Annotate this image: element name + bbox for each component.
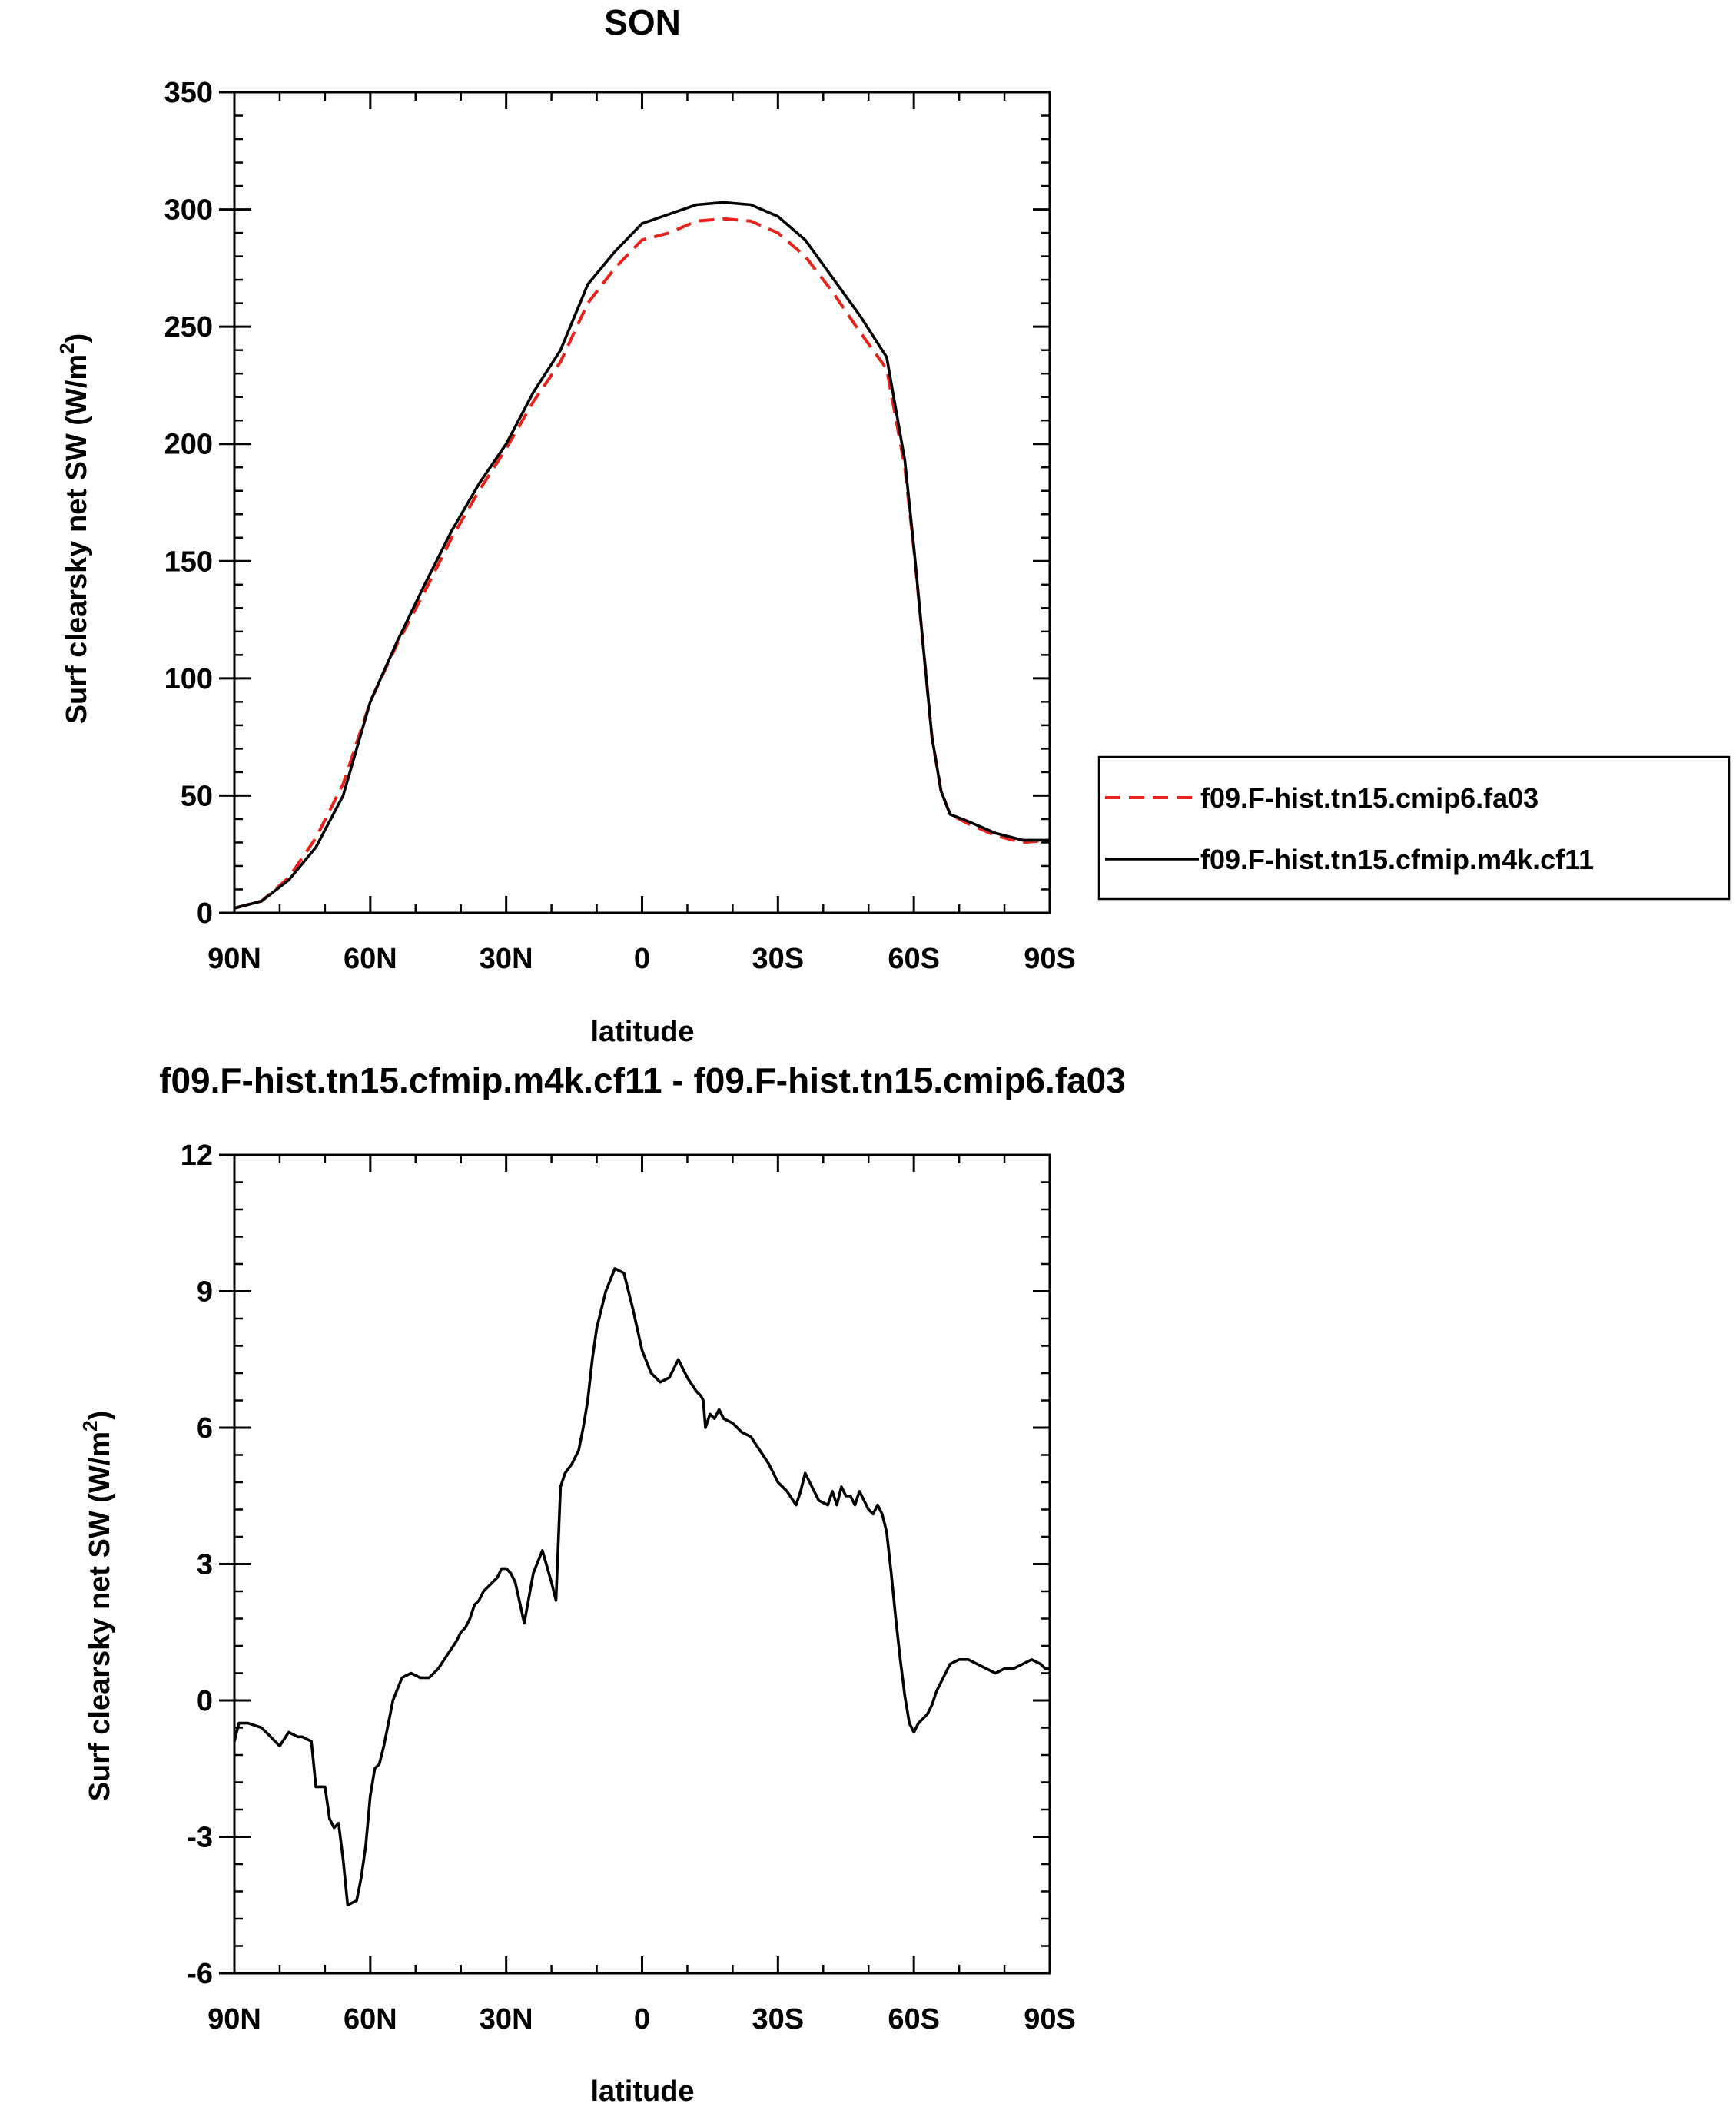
bottom-series-line-0 xyxy=(233,1267,1050,1907)
top-x-axis-label: latitude xyxy=(590,1016,694,1048)
top-y-tick-label: 350 xyxy=(164,77,213,109)
bottom-x-tick-label: 90N xyxy=(207,2003,261,2035)
bottom-y-tick-label: 12 xyxy=(181,1140,213,1172)
top-series-line-1 xyxy=(234,201,1050,910)
bottom-chart-title: f09.F-hist.tn15.cfmip.m4k.cf11 - f09.F-h… xyxy=(159,1060,1126,1100)
top-x-tick-label: 30N xyxy=(480,943,533,975)
legend: f09.F-hist.tn15.cmip6.fa03 f09.F-hist.tn… xyxy=(1097,755,1731,901)
legend-label-cmip6: f09.F-hist.tn15.cmip6.fa03 xyxy=(1200,782,1539,814)
top-y-tick-label: 200 xyxy=(164,429,213,461)
bottom-y-tick-label: 0 xyxy=(197,1685,213,1717)
top-series-group xyxy=(234,201,1051,910)
bottom-y-axis-label: Surf clearsky net SW (W/m2) xyxy=(78,1411,116,1802)
top-x-tick-label: 90S xyxy=(1024,943,1076,975)
bottom-x-tick-label: 0 xyxy=(634,2003,650,2035)
top-plot-frame xyxy=(233,91,1051,914)
legend-box xyxy=(1097,755,1731,901)
top-plot-panel: SON 90N 60N 30N 0 30S 60S 90S 0 50 100 150 200 250 30… xyxy=(55,2,1076,1048)
top-x-tick-label: 0 xyxy=(634,943,650,975)
bottom-x-tick-label: 30N xyxy=(480,2003,533,2035)
bottom-y-tick-label: -3 xyxy=(187,1822,213,1854)
bottom-plot-frame xyxy=(233,1153,1051,1975)
top-x-tick-label: 60N xyxy=(344,943,397,975)
bottom-series-group xyxy=(233,1267,1050,1907)
bottom-x-tick-label: 60N xyxy=(344,2003,397,2035)
bottom-plot-panel: f09.F-hist.tn15.cfmip.m4k.cf11 - f09.F-h… xyxy=(78,1060,1126,2108)
top-y-tick-label: 250 xyxy=(164,311,213,343)
top-y-tick-label: 150 xyxy=(164,546,213,578)
top-x-tick-label: 30S xyxy=(752,943,805,975)
bottom-x-tick-label: 90S xyxy=(1024,2003,1076,2035)
bottom-y-tick-label: 9 xyxy=(197,1276,213,1309)
top-y-tick-label: 0 xyxy=(197,897,213,930)
bottom-x-axis-label: latitude xyxy=(590,2075,694,2108)
top-x-tick-label: 60S xyxy=(888,943,940,975)
bottom-y-tick-label: -6 xyxy=(187,1958,213,1990)
top-y-tick-label: 50 xyxy=(181,780,213,812)
top-y-axis-label: Surf clearsky net SW (W/m2) xyxy=(55,333,93,725)
top-x-tick-label: 90N xyxy=(207,943,261,975)
top-series-line-0 xyxy=(234,217,1051,910)
top-y-tick-label: 100 xyxy=(164,663,213,695)
bottom-x-tick-label: 60S xyxy=(888,2003,940,2035)
top-y-tick-label: 300 xyxy=(164,194,213,227)
legend-label-m4k: f09.F-hist.tn15.cfmip.m4k.cf11 xyxy=(1200,844,1594,875)
top-chart-title: SON xyxy=(604,2,681,42)
bottom-x-tick-label: 30S xyxy=(752,2003,805,2035)
bottom-y-tick-label: 3 xyxy=(197,1549,213,1581)
bottom-y-tick-label: 6 xyxy=(197,1412,213,1445)
